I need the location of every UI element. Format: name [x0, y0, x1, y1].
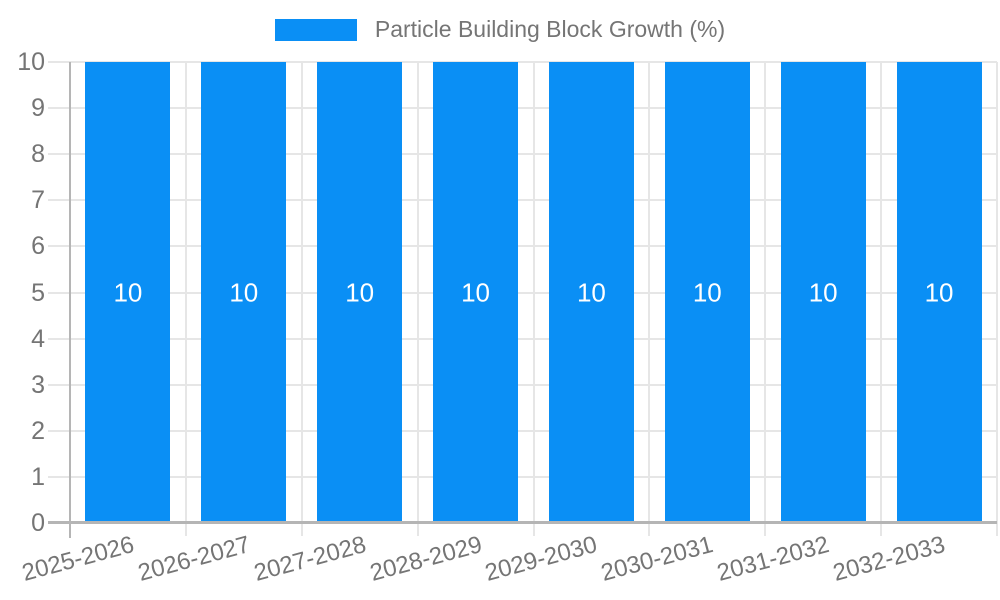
category-gridline [416, 62, 419, 536]
bar[interactable]: 10 [548, 62, 634, 523]
y-tick-label: 8 [31, 140, 45, 169]
y-gridline [48, 107, 997, 110]
legend: Particle Building Block Growth (%) [0, 16, 1000, 43]
y-gridline [48, 245, 997, 248]
legend-item[interactable]: Particle Building Block Growth (%) [274, 16, 726, 43]
category-gridline [880, 62, 883, 536]
y-tick-label: 10 [17, 48, 45, 76]
bar[interactable]: 10 [664, 62, 750, 523]
y-axis-line [69, 62, 71, 538]
category-gridline [764, 62, 767, 536]
y-gridline [48, 475, 997, 478]
bar[interactable]: 10 [780, 62, 866, 523]
y-tick-label: 9 [31, 94, 45, 123]
bar-value-label: 10 [345, 277, 375, 307]
y-tick-label: 0 [31, 509, 45, 537]
y-gridline [48, 291, 997, 294]
y-tick-label: 3 [31, 370, 45, 399]
bar-value-label: 10 [461, 277, 491, 307]
bar[interactable]: 10 [896, 62, 982, 523]
bar[interactable]: 10 [433, 62, 519, 523]
bar[interactable]: 10 [85, 62, 171, 523]
bar-value-label: 10 [692, 277, 722, 307]
bar[interactable]: 10 [201, 62, 287, 523]
x-axis-baseline [48, 521, 997, 524]
category-gridline [184, 62, 187, 536]
y-tick-label: 2 [31, 416, 45, 445]
plot-area: 10 10 10 10 10 10 10 10 [48, 61, 998, 538]
category-gridline [648, 62, 651, 536]
y-tick-label: 4 [31, 324, 45, 353]
legend-swatch [274, 18, 357, 41]
category-gridline [996, 62, 998, 536]
bar-value-label: 10 [808, 277, 838, 307]
y-gridline [48, 337, 997, 340]
y-gridline [48, 383, 997, 386]
y-gridline [48, 61, 997, 63]
bar-value-label: 10 [924, 277, 954, 307]
y-tick-label: 5 [31, 278, 45, 307]
y-gridline [48, 153, 997, 156]
bar-value-label: 10 [576, 277, 606, 307]
y-tick-label: 7 [31, 186, 45, 215]
legend-label: Particle Building Block Growth (%) [374, 16, 726, 42]
category-gridline [532, 62, 535, 536]
y-tick-label: 1 [31, 462, 45, 491]
y-gridline [48, 429, 997, 432]
bar-value-label: 10 [113, 277, 143, 307]
y-tick-label: 6 [31, 232, 45, 261]
bar-value-label: 10 [229, 277, 259, 307]
y-gridline [48, 199, 997, 202]
bar[interactable]: 10 [317, 62, 403, 523]
category-gridline [300, 62, 303, 536]
